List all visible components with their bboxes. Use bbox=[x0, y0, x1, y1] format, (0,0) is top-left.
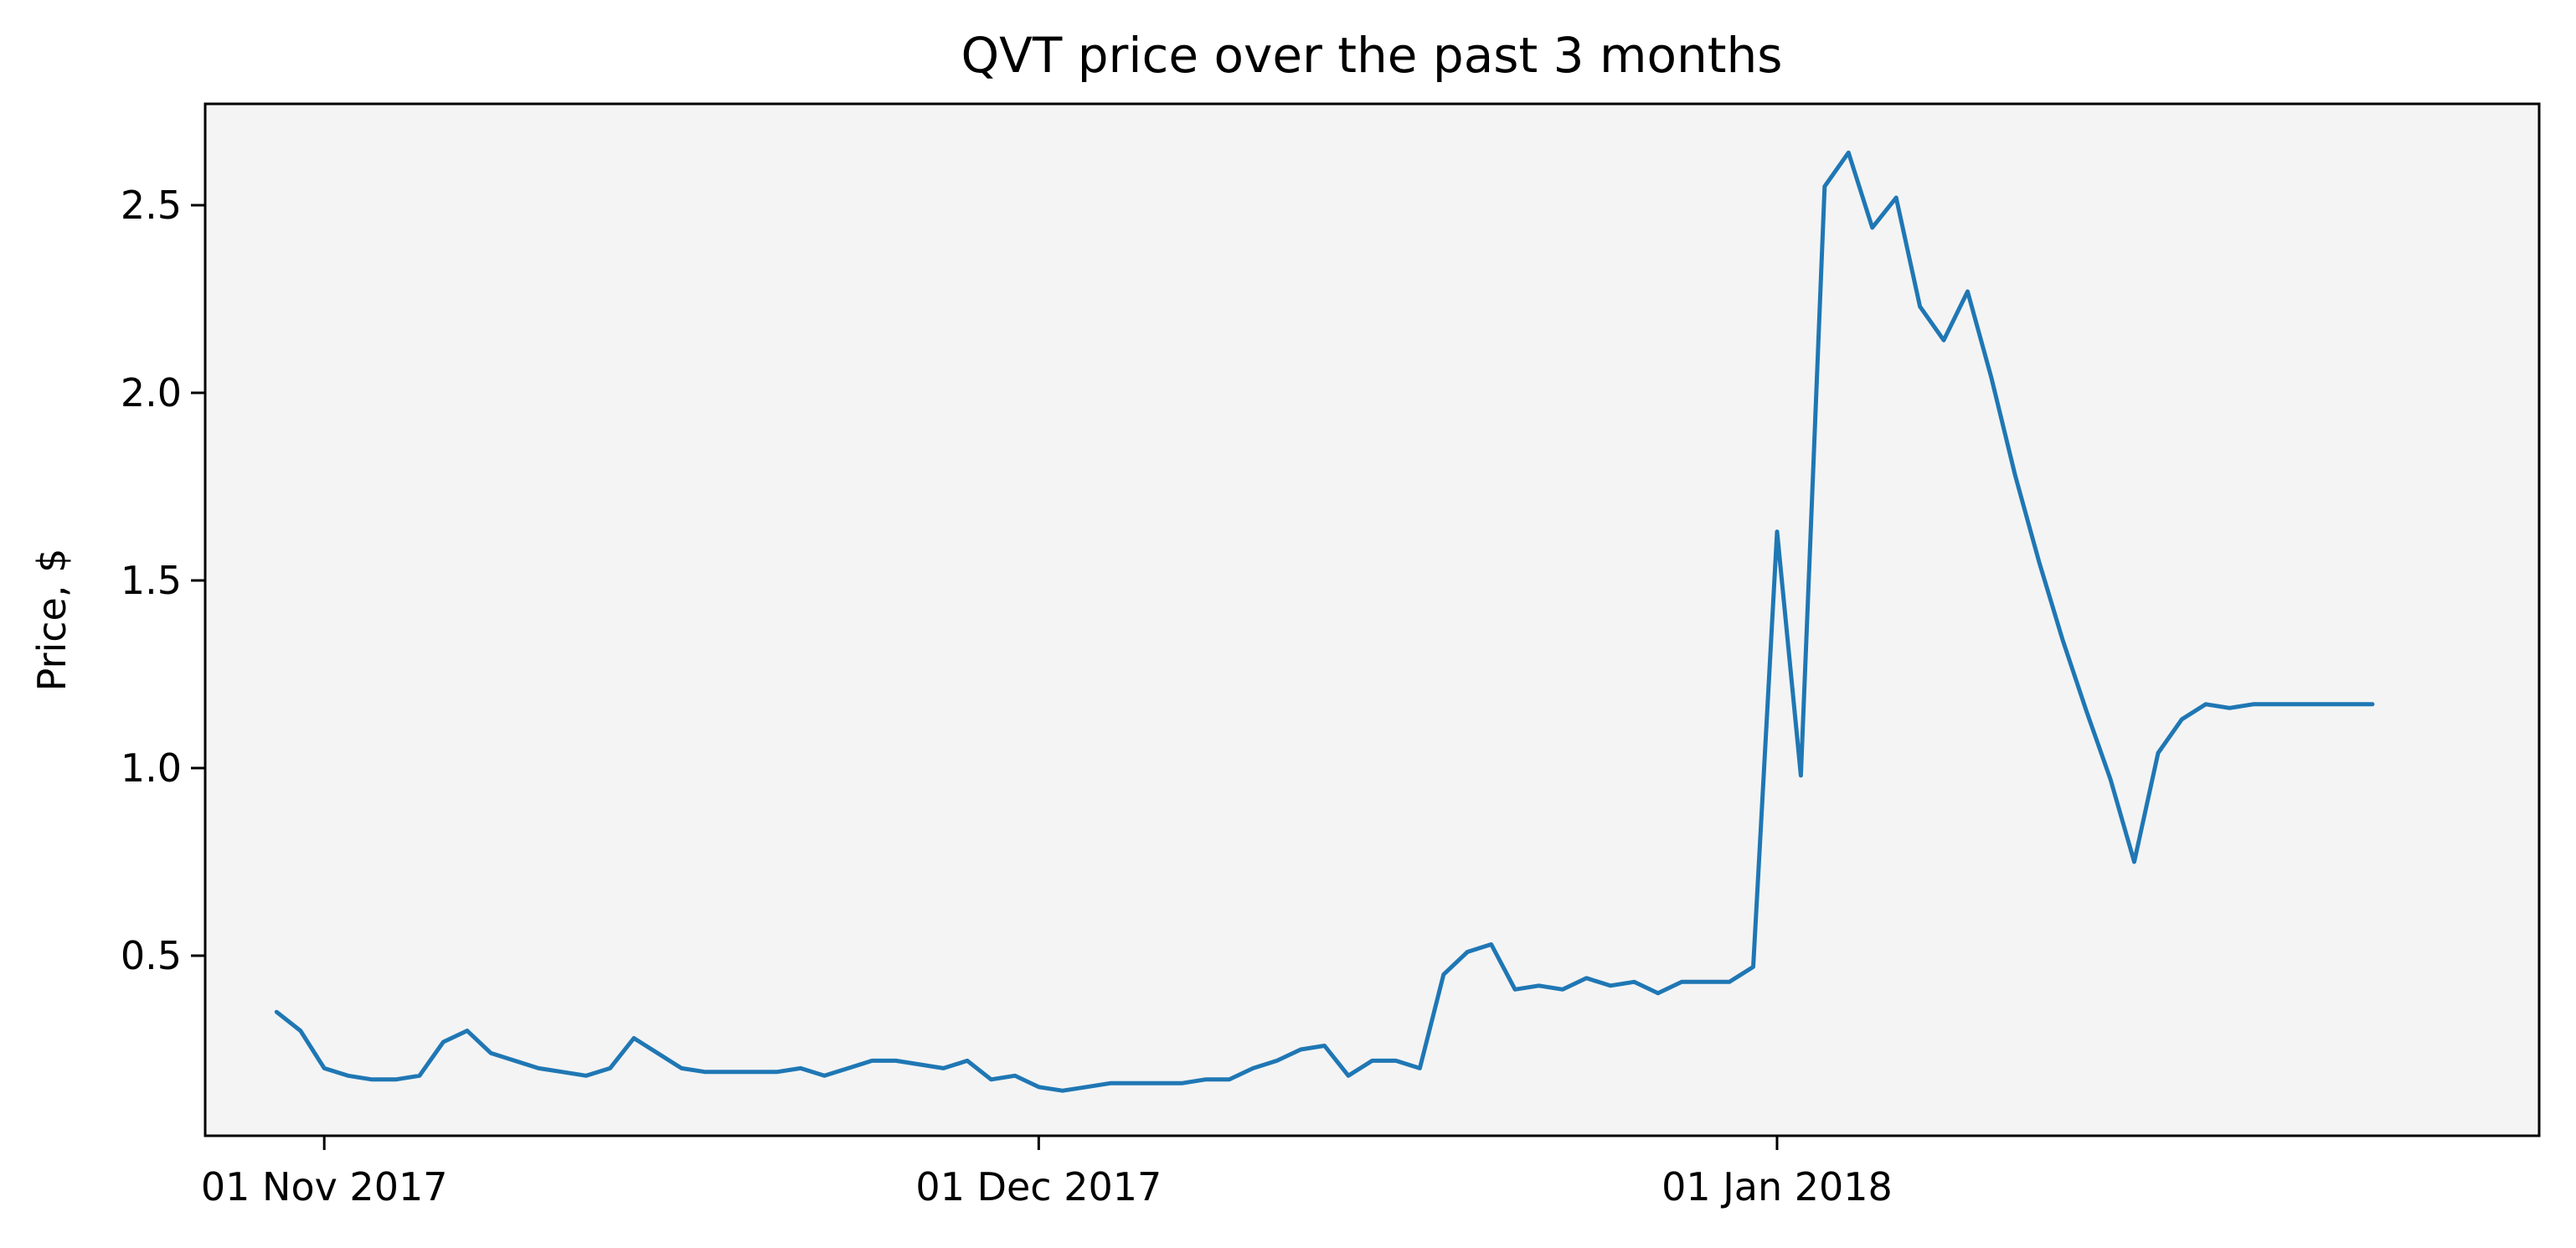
x-tick-label: 01 Dec 2017 bbox=[915, 1164, 1162, 1209]
x-tick-label: 01 Jan 2018 bbox=[1662, 1164, 1893, 1209]
x-tick-label: 01 Nov 2017 bbox=[201, 1164, 448, 1209]
y-axis-label: Price, $ bbox=[29, 549, 75, 692]
y-tick-label: 0.5 bbox=[121, 933, 182, 978]
y-tick-label: 2.0 bbox=[121, 370, 182, 415]
y-tick-label: 1.5 bbox=[121, 558, 182, 603]
price-line-series bbox=[274, 150, 2375, 1093]
y-tick-label: 2.5 bbox=[121, 183, 182, 228]
chart-title: QVT price over the past 3 months bbox=[961, 27, 1783, 84]
plot-area bbox=[205, 104, 2539, 1136]
y-axis: 0.5 1.0 1.5 2.0 2.5 bbox=[121, 183, 205, 978]
plot-frame bbox=[204, 102, 2541, 1137]
y-tick-label: 1.0 bbox=[121, 745, 182, 791]
x-axis: 01 Nov 2017 01 Dec 2017 01 Jan 2018 bbox=[201, 1136, 1893, 1209]
